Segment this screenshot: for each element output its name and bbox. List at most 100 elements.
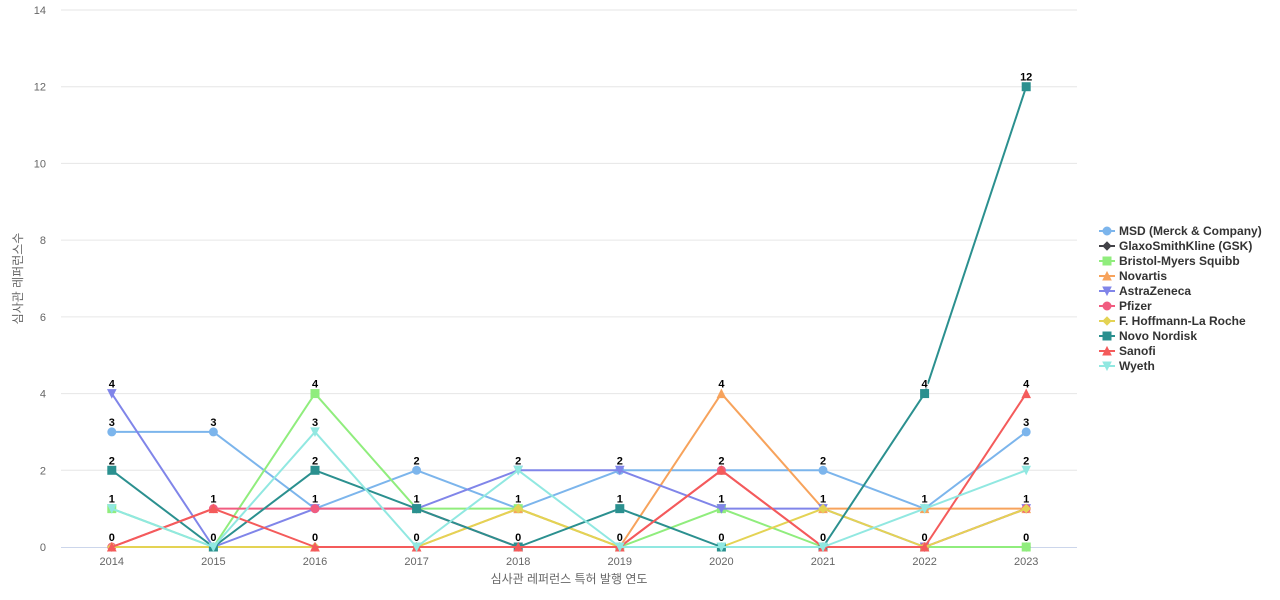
data-point [615,504,625,514]
data-point [716,542,727,553]
data-point [716,388,727,399]
data-label: 0 [718,532,724,544]
x-tick-label: 2017 [404,556,428,568]
series-line [110,430,1028,548]
legend-marker [1102,256,1112,266]
legend-label: Bristol-Myers Squibb [1119,254,1240,268]
legend-item[interactable]: Pfizer [1099,299,1152,313]
data-point [513,465,524,476]
legend-marker [1102,345,1112,356]
legend-marker [1102,270,1112,281]
y-axis-ticks: 0 2 4 6 8 10 12 14 [34,5,46,554]
legend: MSD (Merck & Company)GlaxoSmithKline (GS… [1099,224,1262,373]
legend-item[interactable]: Sanofi [1099,344,1156,358]
data-label: 2 [617,455,623,467]
x-tick-label: 2019 [608,556,632,568]
legend-marker [1102,361,1112,372]
x-tick-label: 2021 [811,556,835,568]
data-point [1021,427,1031,437]
legend-item[interactable]: Wyeth [1099,359,1155,373]
y-axis-title: 심사관 레퍼런스수 [11,233,25,325]
data-label: 1 [1023,494,1029,506]
data-point [818,503,828,514]
data-label: 12 [1020,72,1032,84]
legend-item[interactable]: Bristol-Myers Squibb [1099,254,1240,268]
data-label: 0 [109,532,115,544]
data-label: 4 [109,379,116,391]
data-label: 1 [414,494,420,506]
data-label: 4 [1023,379,1030,391]
y-tick-label: 14 [34,5,46,17]
legend-marker [1102,226,1112,236]
data-point [513,503,523,514]
x-tick-label: 2015 [201,556,225,568]
data-label: 0 [617,532,623,544]
legend-item[interactable]: GlaxoSmithKline (GSK) [1099,239,1252,253]
data-point [208,503,219,514]
grid-lines [61,9,1077,471]
data-label: 4 [312,379,319,391]
data-point [614,542,625,553]
y-tick-label: 6 [40,312,46,324]
data-point [310,504,320,514]
data-label: 1 [718,494,724,506]
legend-item[interactable]: Novartis [1099,269,1167,283]
series-line [110,85,1028,548]
y-tick-label: 0 [40,542,46,554]
legend-marker [1102,316,1112,326]
data-point [107,465,117,475]
x-tick-label: 2020 [709,556,733,568]
legend-item[interactable]: MSD (Merck & Company) [1099,224,1262,238]
x-tick-label: 2023 [1014,556,1038,568]
data-point [310,389,320,399]
legend-marker [1102,241,1112,251]
y-tick-label: 10 [34,158,46,170]
x-tick-label: 2016 [303,556,327,568]
legend-item[interactable]: AstraZeneca [1099,284,1191,298]
legend-marker [1102,286,1112,297]
data-label: 3 [312,417,318,429]
data-label: 2 [820,455,826,467]
x-tick-label: 2022 [912,556,936,568]
data-label: 2 [718,455,724,467]
legend-item[interactable]: F. Hoffmann-La Roche [1099,314,1246,328]
legend-label: Pfizer [1119,299,1152,313]
legend-item[interactable]: Novo Nordisk [1099,329,1197,343]
data-point [310,541,320,552]
legend-label: Sanofi [1119,344,1156,358]
y-tick-label: 2 [40,465,46,477]
data-point [208,427,218,437]
data-point [310,427,320,438]
y-tick-label: 8 [40,235,46,247]
data-label: 2 [109,455,115,467]
legend-marker [1102,331,1112,341]
legend-label: Novo Nordisk [1119,329,1197,343]
data-label: 2 [414,455,420,467]
data-point [919,541,930,552]
data-point [1021,465,1032,476]
data-point [818,542,828,553]
data-label: 4 [718,379,725,391]
data-label: 1 [820,494,826,506]
data-point [920,389,930,399]
legend-label: MSD (Merck & Company) [1119,224,1262,238]
legend-marker [1102,301,1112,311]
series-line [110,392,1028,548]
data-label: 0 [1023,532,1029,544]
data-point [412,504,422,514]
data-label: 4 [922,379,929,391]
data-point [106,541,117,552]
data-point [818,465,828,475]
data-label: 1 [922,494,928,506]
data-label: 0 [820,532,826,544]
data-point [513,541,524,552]
legend-label: Wyeth [1119,359,1155,373]
legend-label: GlaxoSmithKline (GSK) [1119,239,1252,253]
data-point [107,427,117,437]
data-point [1021,542,1031,552]
data-label: 0 [312,532,318,544]
data-point [106,389,117,399]
x-tick-label: 2018 [506,556,530,568]
